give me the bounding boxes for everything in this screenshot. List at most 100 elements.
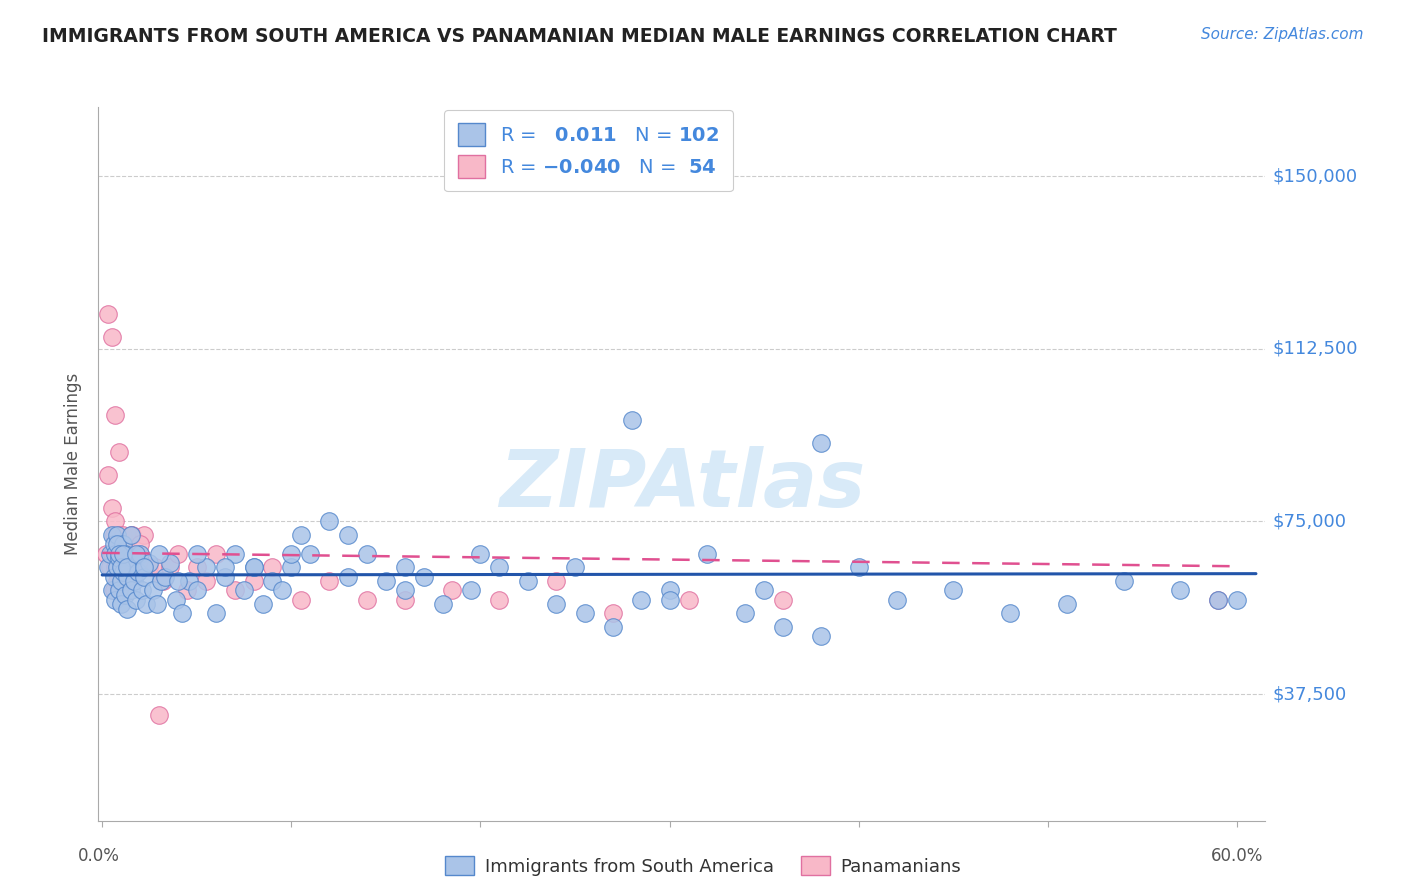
Point — [394, 583, 416, 598]
Point — [114, 547, 136, 561]
Point — [108, 547, 131, 561]
Point — [195, 574, 218, 589]
Point — [111, 547, 134, 561]
Point — [105, 560, 128, 574]
Point — [195, 560, 218, 574]
Point — [132, 569, 155, 583]
Point — [152, 574, 174, 589]
Point — [125, 592, 148, 607]
Point — [1056, 597, 1078, 611]
Point — [204, 547, 226, 561]
Point — [1112, 574, 1135, 589]
Point — [100, 547, 122, 561]
Point — [131, 583, 153, 598]
Point — [658, 592, 681, 607]
Point — [734, 607, 756, 621]
Point — [176, 583, 198, 598]
Point — [233, 583, 256, 598]
Text: $150,000: $150,000 — [1272, 167, 1358, 186]
Text: IMMIGRANTS FROM SOUTH AMERICA VS PANAMANIAN MEDIAN MALE EARNINGS CORRELATION CHA: IMMIGRANTS FROM SOUTH AMERICA VS PANAMAN… — [42, 27, 1116, 45]
Point — [111, 528, 134, 542]
Point — [125, 547, 148, 561]
Point — [214, 560, 236, 574]
Point — [105, 574, 128, 589]
Point — [186, 547, 208, 561]
Point — [103, 537, 125, 551]
Point — [488, 592, 510, 607]
Point — [108, 551, 131, 566]
Point — [262, 574, 284, 589]
Point — [125, 547, 148, 561]
Point — [1206, 592, 1229, 607]
Point — [318, 515, 340, 529]
Point — [129, 537, 152, 551]
Point — [252, 597, 274, 611]
Point — [848, 560, 870, 574]
Point — [290, 528, 312, 542]
Point — [115, 569, 138, 583]
Point — [394, 560, 416, 574]
Text: ZIPAtlas: ZIPAtlas — [499, 446, 865, 524]
Point — [488, 560, 510, 574]
Text: $75,000: $75,000 — [1272, 512, 1347, 531]
Point — [678, 592, 700, 607]
Point — [1226, 592, 1249, 607]
Point — [118, 560, 141, 574]
Point — [242, 574, 264, 589]
Point — [104, 592, 127, 607]
Point — [103, 569, 125, 583]
Point — [138, 556, 160, 570]
Point — [299, 547, 322, 561]
Point — [121, 551, 143, 566]
Point — [280, 547, 302, 561]
Point — [105, 528, 128, 542]
Point — [262, 560, 284, 574]
Point — [810, 630, 832, 644]
Point — [166, 547, 188, 561]
Point — [148, 547, 170, 561]
Point — [115, 574, 138, 589]
Point — [165, 592, 187, 607]
Point — [104, 515, 127, 529]
Point — [214, 569, 236, 583]
Point — [186, 583, 208, 598]
Point — [132, 560, 155, 574]
Point — [179, 574, 201, 589]
Point — [143, 560, 166, 574]
Point — [356, 592, 378, 607]
Point — [120, 528, 142, 542]
Point — [115, 560, 138, 574]
Point — [242, 560, 264, 574]
Point — [98, 560, 121, 574]
Point — [138, 560, 160, 574]
Point — [114, 588, 136, 602]
Point — [110, 597, 132, 611]
Point — [432, 597, 454, 611]
Text: 60.0%: 60.0% — [1211, 847, 1263, 865]
Point — [104, 547, 127, 561]
Point — [337, 528, 360, 542]
Legend: R =   $\mathbf{0.011}$   N = $\mathbf{102}$, R = $\mathbf{-0.040}$   N =  $\math: R = $\mathbf{0.011}$ N = $\mathbf{102}$,… — [444, 110, 733, 192]
Point — [658, 583, 681, 598]
Point — [111, 537, 134, 551]
Point — [166, 574, 188, 589]
Point — [546, 597, 568, 611]
Point — [110, 560, 132, 574]
Point — [100, 583, 122, 598]
Point — [120, 547, 142, 561]
Point — [772, 592, 794, 607]
Point — [108, 528, 131, 542]
Point — [242, 560, 264, 574]
Point — [280, 560, 302, 574]
Point — [1168, 583, 1191, 598]
Point — [105, 537, 128, 551]
Point — [105, 537, 128, 551]
Point — [224, 547, 246, 561]
Point — [630, 592, 652, 607]
Point — [108, 547, 131, 561]
Point — [100, 500, 122, 515]
Text: 0.0%: 0.0% — [77, 847, 120, 865]
Point — [111, 565, 134, 579]
Point — [148, 707, 170, 722]
Point — [124, 574, 146, 589]
